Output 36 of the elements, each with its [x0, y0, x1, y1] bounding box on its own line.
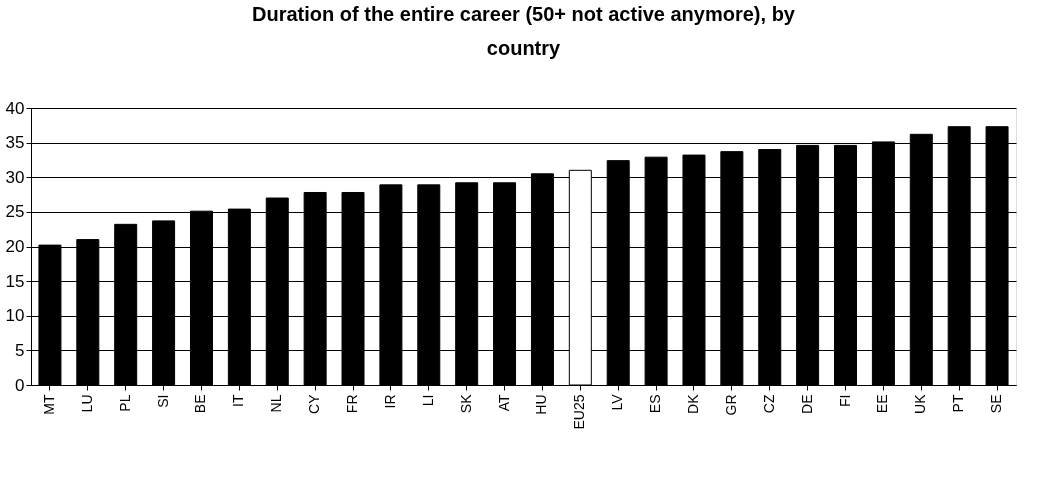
y-tick-label: 20 [5, 237, 25, 256]
y-tick-label: 35 [5, 133, 25, 153]
x-tick-label: LV [609, 393, 626, 411]
x-tick-label: SE [988, 394, 1005, 414]
x-tick-label: ES [647, 394, 664, 414]
x-tick-label: SI [154, 394, 171, 408]
x-tick-label: EE [874, 394, 891, 414]
y-tick-label: 5 [15, 340, 25, 360]
x-tick-label: IR [381, 394, 398, 409]
x-tick-label: LU [78, 394, 95, 413]
x-tick-label: DK [684, 393, 701, 414]
x-tick-label: IT [230, 394, 247, 407]
x-tick-label: EU25 [571, 394, 588, 430]
x-tick-label: LI [419, 394, 436, 407]
x-tick-label: AT [495, 394, 512, 412]
chart-title: Duration of the entire career (50+ not active anymore), by country [252, 3, 796, 59]
x-tick-label: HU [533, 394, 550, 415]
x-tick-label: CY [306, 393, 323, 414]
y-tick-label: 30 [5, 167, 25, 187]
x-tick-label: GR [722, 394, 739, 416]
x-tick-label: UK [912, 393, 929, 414]
x-tick-label: SK [457, 393, 474, 414]
x-tick-label: CZ [760, 394, 777, 414]
x-tick-label: DE [798, 394, 815, 414]
x-tick-label: NL [268, 394, 285, 413]
x-tick-label: PT [950, 394, 967, 413]
x-tick-label: MT [40, 394, 57, 415]
y-tick-label: 40 [5, 98, 25, 118]
y-tick-label: 10 [5, 306, 25, 326]
x-tick-label: PL [116, 394, 133, 412]
x-tick-label: FR [344, 394, 361, 414]
x-tick-label: FI [836, 394, 853, 407]
y-tick-label: 25 [5, 202, 25, 222]
y-tick-label: 15 [5, 271, 25, 291]
x-tick-label: BE [192, 394, 209, 414]
y-tick-label: 0 [15, 375, 25, 395]
